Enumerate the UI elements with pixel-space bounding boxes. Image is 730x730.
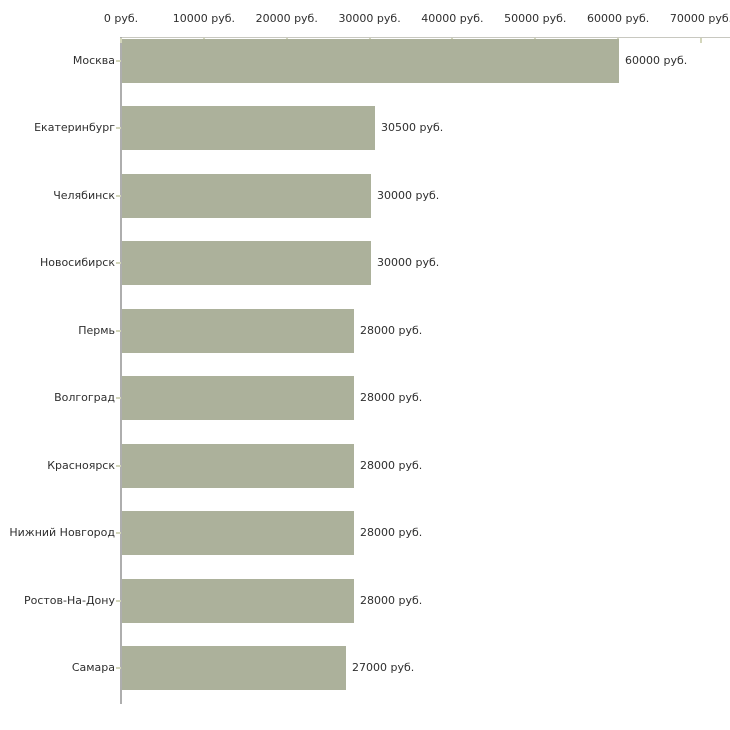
category-label: Екатеринбург [34,121,115,135]
x-tick-label: 60000 руб. [587,12,650,25]
value-label: 28000 руб. [360,593,423,607]
category-label: Нижний Новгород [9,526,115,540]
category-label: Волгоград [54,391,115,405]
bar [122,376,354,421]
value-label: 27000 руб. [352,661,415,675]
x-tick-label: 30000 руб. [338,12,401,25]
x-tick-mark [700,38,703,43]
bar [122,38,619,83]
category-tick-mark [116,599,121,602]
value-label: 28000 руб. [360,526,423,540]
category-label: Москва [72,53,115,67]
category-label: Пермь [78,323,115,337]
category-label: Новосибирск [39,256,115,270]
x-tick-label: 50000 руб. [504,12,567,25]
bar [122,241,371,286]
x-tick-label: 0 руб. [103,12,139,25]
value-label: 60000 руб. [625,53,688,67]
bar [122,511,354,556]
bar [122,106,375,151]
category-label: Челябинск [53,188,115,202]
value-label: 30000 руб. [377,188,440,202]
category-label: Самара [71,661,115,675]
bar [122,173,371,218]
category-tick-mark [116,194,121,197]
bar [122,308,354,353]
x-tick-mark [120,38,122,43]
x-tick-label: 40000 руб. [421,12,484,25]
category-tick-mark [116,464,121,467]
y-axis-line [120,37,122,704]
bar [122,578,354,623]
category-tick-mark [116,127,121,130]
category-tick-mark [116,59,121,62]
value-label: 30500 руб. [381,121,444,135]
category-tick-mark [116,329,121,332]
category-tick-mark [116,262,121,265]
value-label: 28000 руб. [360,391,423,405]
value-label: 30000 руб. [377,256,440,270]
x-tick-label: 70000 руб. [669,12,730,25]
bar [122,443,354,488]
x-axis-line [121,37,730,38]
x-tick-label: 10000 руб. [172,12,235,25]
category-tick-mark [116,667,121,670]
category-tick-mark [116,397,121,400]
value-label: 28000 руб. [360,323,423,337]
value-label: 28000 руб. [360,458,423,472]
category-tick-mark [116,532,121,535]
category-label: Красноярск [47,458,115,472]
category-label: Ростов-На-Дону [23,593,115,607]
x-tick-label: 20000 руб. [255,12,318,25]
bar [122,646,346,691]
